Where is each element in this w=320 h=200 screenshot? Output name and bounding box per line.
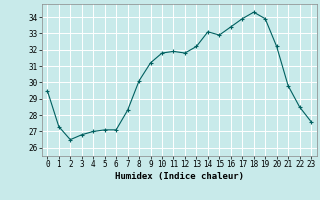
X-axis label: Humidex (Indice chaleur): Humidex (Indice chaleur)	[115, 172, 244, 181]
